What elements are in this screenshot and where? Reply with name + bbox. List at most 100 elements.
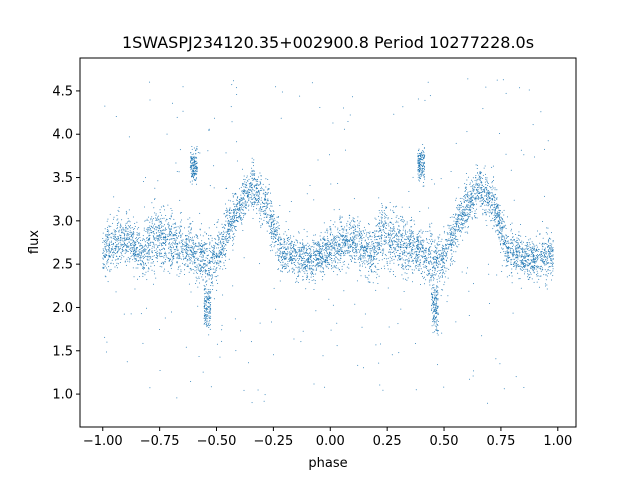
data-point xyxy=(169,235,171,237)
data-point xyxy=(315,273,317,275)
data-point xyxy=(453,241,455,243)
data-point xyxy=(209,241,211,243)
data-point xyxy=(483,201,485,203)
data-point xyxy=(303,268,305,270)
data-point xyxy=(419,262,421,264)
data-point xyxy=(346,244,348,246)
data-point xyxy=(417,260,419,262)
data-point xyxy=(156,254,158,256)
data-point xyxy=(267,203,269,205)
data-point xyxy=(260,210,262,212)
data-point xyxy=(465,221,467,223)
data-point xyxy=(436,243,438,245)
data-point xyxy=(401,220,403,222)
data-point xyxy=(179,212,181,214)
data-point xyxy=(335,253,337,255)
data-point xyxy=(454,243,456,245)
data-point xyxy=(521,247,523,249)
data-point xyxy=(525,268,527,270)
data-point xyxy=(444,276,446,278)
data-point xyxy=(399,235,401,237)
data-point xyxy=(328,263,330,265)
data-point xyxy=(108,248,110,250)
data-point xyxy=(120,258,122,260)
data-point xyxy=(549,242,551,244)
data-point xyxy=(325,246,327,248)
data-point xyxy=(366,233,368,235)
data-point xyxy=(288,248,290,250)
data-point xyxy=(380,267,382,269)
data-point xyxy=(146,228,148,230)
data-point xyxy=(266,222,268,224)
data-point xyxy=(123,235,125,237)
data-point xyxy=(129,230,131,232)
data-point xyxy=(403,227,405,229)
data-point xyxy=(148,250,150,252)
data-point xyxy=(158,237,160,239)
data-point xyxy=(158,239,160,241)
data-point xyxy=(331,241,333,243)
data-point xyxy=(552,254,554,256)
data-point xyxy=(251,202,253,204)
data-point xyxy=(262,206,264,208)
data-point xyxy=(281,267,283,269)
data-point xyxy=(360,253,362,255)
data-point xyxy=(225,203,226,205)
data-point xyxy=(426,257,428,259)
data-point xyxy=(401,206,403,208)
data-point xyxy=(357,244,359,246)
data-point xyxy=(102,263,104,265)
data-point xyxy=(176,262,178,264)
data-point xyxy=(229,218,231,220)
data-point xyxy=(187,254,189,256)
data-point xyxy=(118,206,120,208)
data-point xyxy=(136,232,138,234)
data-point xyxy=(352,219,354,221)
data-point xyxy=(247,192,249,194)
data-point xyxy=(149,238,150,240)
data-point xyxy=(202,267,204,269)
data-points xyxy=(102,78,554,404)
data-point xyxy=(196,251,198,253)
data-point xyxy=(311,274,313,276)
data-point xyxy=(383,226,385,228)
data-point xyxy=(257,202,259,204)
data-point xyxy=(520,287,522,289)
data-point xyxy=(469,183,471,185)
data-point xyxy=(367,255,369,257)
data-point xyxy=(406,231,408,233)
data-point xyxy=(126,234,128,236)
data-point xyxy=(396,238,398,240)
data-point xyxy=(227,217,229,219)
data-point xyxy=(334,247,336,249)
data-point xyxy=(117,249,119,251)
data-point xyxy=(239,218,241,220)
data-point xyxy=(455,225,457,227)
data-point xyxy=(242,218,244,220)
data-point xyxy=(401,274,403,276)
data-point xyxy=(251,178,253,180)
data-point xyxy=(337,231,339,233)
data-point xyxy=(364,251,366,253)
data-point xyxy=(323,244,325,246)
data-point xyxy=(245,182,247,184)
data-point xyxy=(152,258,154,260)
data-point xyxy=(528,250,530,252)
data-point xyxy=(391,233,393,235)
data-point xyxy=(200,265,202,267)
data-point xyxy=(105,245,107,247)
data-point xyxy=(240,222,242,224)
data-point xyxy=(211,268,213,270)
data-point xyxy=(387,223,389,225)
data-point xyxy=(134,288,136,290)
data-point xyxy=(346,252,348,254)
data-point xyxy=(114,238,116,240)
data-point xyxy=(308,262,310,264)
data-point xyxy=(132,235,134,237)
data-point xyxy=(538,265,540,267)
data-point xyxy=(398,239,400,241)
data-point xyxy=(260,208,262,210)
data-point xyxy=(467,191,469,193)
data-point xyxy=(408,268,410,270)
data-point xyxy=(110,250,112,252)
